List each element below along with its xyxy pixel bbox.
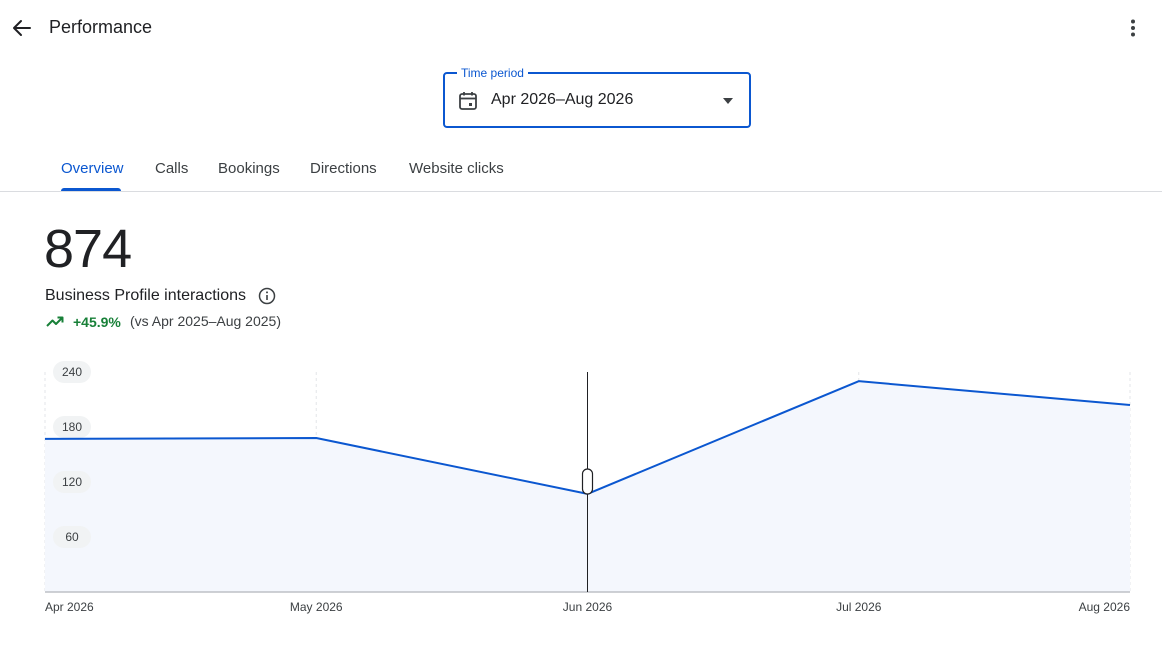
tab-overview[interactable]: Overview	[61, 160, 124, 177]
trending-up-icon	[46, 316, 64, 327]
interactions-chart[interactable]: 60 120 180 240 Apr 2026 May 2026 Jun 2026 Jul 2…	[0, 355, 1162, 625]
y-tick-label: 180	[62, 420, 82, 434]
trend-percentage: +45.9%	[73, 314, 121, 330]
comparison-period-text: (vs Apr 2025–Aug 2025)	[130, 313, 281, 329]
more-vert-icon	[1131, 19, 1135, 37]
tab-directions[interactable]: Directions	[310, 160, 377, 177]
time-period-label: Time period	[457, 65, 528, 81]
tab-bookings[interactable]: Bookings	[218, 160, 280, 177]
y-tick-chip	[53, 416, 91, 438]
x-tick-label: Aug 2026	[1079, 600, 1131, 614]
total-interactions-value: 874	[44, 219, 132, 279]
time-period-select[interactable]: Time period Apr 2026–Aug 2026	[443, 65, 751, 128]
tab-website-clicks[interactable]: Website clicks	[409, 160, 504, 177]
y-tick-chip	[53, 526, 91, 548]
page-title: Performance	[49, 17, 153, 37]
arrow-back-icon	[13, 20, 31, 36]
y-tick-label: 60	[65, 530, 79, 544]
more-options-button[interactable]	[1117, 12, 1149, 44]
time-period-value: Apr 2026–Aug 2026	[491, 91, 634, 108]
dropdown-arrow-icon	[723, 98, 733, 104]
x-tick-label: Apr 2026	[45, 600, 94, 614]
hover-cursor-handle[interactable]	[581, 468, 594, 495]
calendar-icon	[459, 92, 477, 110]
y-tick-label: 240	[62, 365, 82, 379]
data-point[interactable]	[312, 434, 320, 442]
info-icon[interactable]	[258, 287, 276, 305]
tab-calls[interactable]: Calls	[155, 160, 189, 177]
y-tick-chip	[53, 471, 91, 493]
data-point[interactable]	[1126, 401, 1134, 409]
active-tab-indicator	[61, 188, 121, 191]
back-button[interactable]	[6, 12, 38, 44]
metric-label: Business Profile interactions	[45, 287, 246, 304]
x-tick-label: May 2026	[290, 600, 343, 614]
data-point[interactable]	[41, 435, 49, 443]
y-tick-chip	[53, 361, 91, 383]
y-tick-label: 120	[62, 475, 82, 489]
x-tick-label: Jul 2026	[836, 600, 882, 614]
area-fill	[45, 381, 1130, 592]
x-tick-label: Jun 2026	[563, 600, 613, 614]
data-point[interactable]	[855, 377, 863, 385]
tab-bar: Overview Calls Bookings Directions Websi…	[0, 150, 1162, 192]
top-app-bar: Performance	[0, 0, 1162, 56]
